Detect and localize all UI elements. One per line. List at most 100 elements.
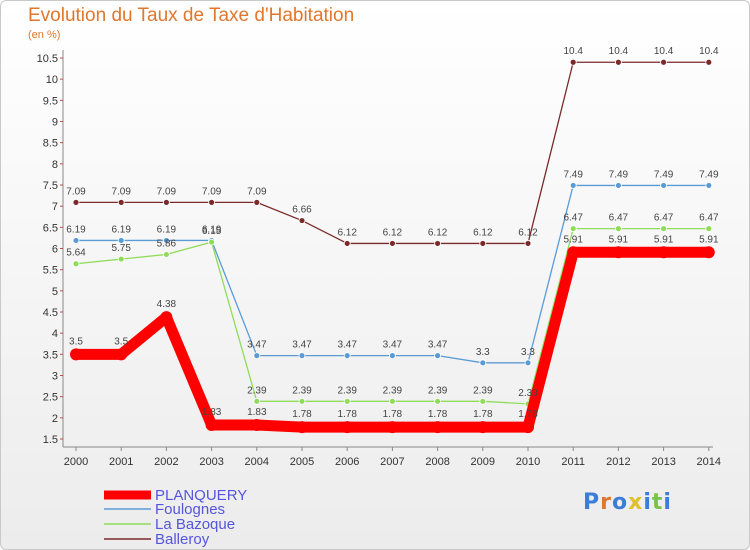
data-label: 3.47 [383, 340, 403, 351]
data-point [253, 198, 261, 206]
logo-letter: x [628, 490, 644, 515]
logo-letter: t [651, 490, 664, 515]
data-label: 7.09 [111, 186, 131, 197]
data-label: 6.12 [518, 227, 538, 238]
data-label: 7.49 [654, 169, 674, 180]
data-label: 3.3 [521, 347, 535, 358]
data-label: 6.47 [654, 213, 674, 224]
y-tick-label: 9.5 [43, 95, 58, 107]
y-tick-label: 1.5 [43, 434, 58, 446]
data-point [660, 225, 667, 233]
data-point [524, 240, 532, 247]
y-tick-label: 3 [52, 371, 58, 383]
legend-label: Balleroy [155, 531, 210, 548]
data-point [479, 397, 487, 405]
data-label: 6.19 [111, 224, 131, 235]
x-tick-label: 2012 [606, 456, 630, 468]
data-point [205, 419, 218, 432]
data-point [115, 348, 128, 361]
data-label: 1.78 [383, 409, 403, 420]
data-label: 7.49 [699, 169, 719, 180]
y-tick-label: 8.5 [43, 138, 58, 150]
x-tick-label: 2011 [561, 456, 585, 468]
data-point [388, 352, 396, 360]
data-label: 3.3 [476, 347, 490, 358]
data-point [388, 240, 396, 247]
data-point [208, 198, 216, 206]
proxiti-logo: Proxiti [583, 490, 672, 515]
data-point [117, 198, 125, 206]
data-label: 1.83 [202, 407, 222, 418]
y-tick-label: 5.5 [43, 265, 58, 277]
data-point [567, 246, 580, 259]
data-label: 2.39 [247, 385, 267, 396]
data-point [250, 419, 263, 432]
x-tick-label: 2008 [425, 456, 449, 468]
x-tick-label: 2009 [471, 456, 495, 468]
x-tick-label: 2000 [64, 456, 88, 468]
data-point [162, 237, 170, 244]
data-point [524, 359, 532, 367]
y-tick-label: 10.5 [37, 53, 58, 65]
logo-letter: o [611, 490, 629, 515]
y-tick-label: 5 [52, 286, 58, 298]
data-label: 7.49 [563, 169, 583, 180]
data-point [431, 421, 444, 434]
x-tick-label: 2010 [516, 456, 540, 468]
data-label: 5.64 [66, 248, 86, 259]
data-point [612, 246, 625, 259]
data-label: 5.91 [699, 234, 719, 245]
data-label: 2.39 [473, 385, 493, 396]
data-label: 7.09 [247, 186, 267, 197]
data-point [569, 58, 577, 66]
data-label: 3.5 [69, 336, 83, 347]
x-tick-label: 2002 [154, 456, 178, 468]
data-point [434, 240, 442, 247]
data-label: 10.4 [609, 46, 629, 57]
data-label: 1.78 [337, 409, 357, 420]
y-tick-label: 6 [52, 244, 58, 256]
data-point [72, 237, 80, 244]
y-tick-label: 8 [52, 159, 58, 171]
data-label: 6.47 [609, 213, 629, 224]
data-label: 2.33 [518, 388, 538, 399]
data-label: 3.47 [428, 340, 448, 351]
data-point [343, 240, 351, 247]
data-point [160, 311, 173, 324]
chart-title: Evolution du Taux de Taxe d'Habitation [28, 5, 355, 26]
data-point [569, 182, 577, 189]
y-tick-label: 7 [52, 201, 58, 213]
y-tick-label: 3.5 [43, 349, 58, 361]
data-label: 5.75 [111, 243, 131, 254]
logo-letter: i [643, 490, 652, 515]
data-label: 2.39 [337, 385, 357, 396]
data-point [253, 397, 261, 405]
data-point [434, 352, 442, 360]
data-point [479, 359, 487, 367]
data-label: 10.4 [563, 46, 583, 57]
data-point [615, 225, 622, 233]
data-label: 2.39 [428, 385, 448, 396]
logo-letter: P [583, 490, 601, 515]
data-point [657, 246, 670, 259]
y-tick-label: 2.5 [43, 392, 58, 404]
legend-label: Foulognes [155, 501, 225, 518]
data-point [660, 182, 667, 189]
x-tick-label: 2001 [109, 456, 133, 468]
data-point [660, 58, 667, 66]
logo-letter: i [663, 490, 672, 515]
data-label: 6.47 [699, 213, 719, 224]
data-label: 2.39 [292, 385, 312, 396]
data-label: 6.19 [202, 224, 222, 235]
data-label: 6.47 [563, 213, 583, 224]
data-label: 5.91 [609, 234, 629, 245]
legend-label: PLANQUERY [155, 487, 247, 504]
data-label: 6.66 [292, 205, 312, 216]
y-axis-unit-label: (en %) [28, 29, 61, 41]
data-label: 6.15 [202, 226, 222, 237]
data-point [298, 217, 306, 224]
y-tick-label: 4.5 [43, 307, 58, 319]
x-tick-label: 2005 [290, 456, 314, 468]
data-point [705, 182, 713, 189]
